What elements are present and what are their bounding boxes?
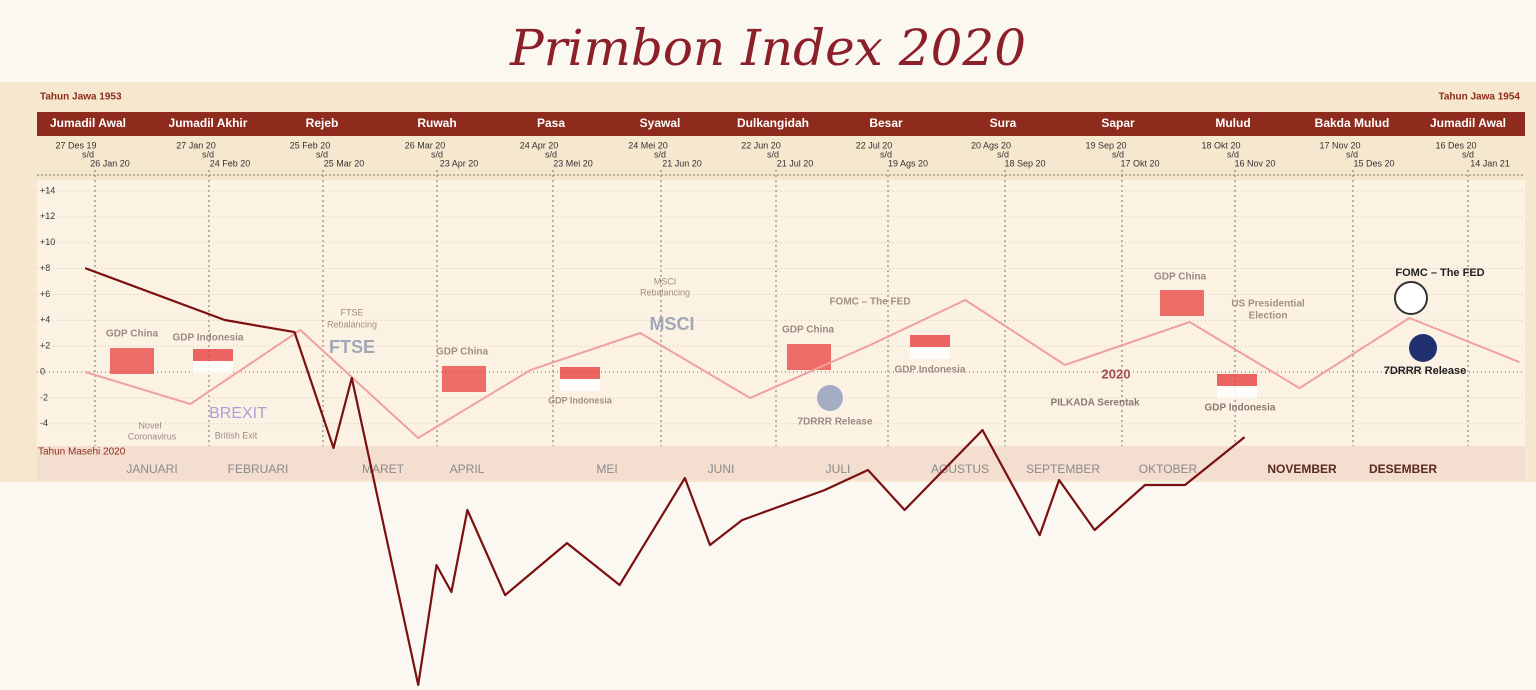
javanese-month: Sura (990, 116, 1017, 130)
date-end: 23 Mei 20 (553, 158, 593, 168)
year-label: Tahun Jawa 1953 (40, 92, 122, 103)
flag-china (442, 366, 486, 392)
flag-indonesia (193, 349, 233, 361)
date-end: 17 Okt 20 (1120, 158, 1159, 168)
javanese-month: Pasa (537, 116, 565, 130)
annotation: BREXIT (209, 405, 267, 422)
y-tick-label: -2 (40, 392, 48, 402)
x-tick-label: SEPTEMBER (1026, 462, 1100, 476)
y-tick-label: +6 (40, 289, 50, 299)
javanese-month: Bakda Mulud (1315, 116, 1390, 130)
date-end: 16 Nov 20 (1234, 158, 1275, 168)
javanese-month: Ruwah (417, 116, 456, 130)
flag-indonesia (910, 347, 950, 359)
flag-indonesia (910, 335, 950, 347)
annotation: GDP Indonesia (895, 365, 966, 376)
flag-china (1160, 290, 1204, 316)
annotation: GDP China (106, 329, 158, 340)
year-label: Tahun Masehi 2020 (38, 447, 126, 458)
x-tick-label: JANUARI (126, 462, 177, 476)
date-end: 26 Jan 20 (90, 158, 130, 168)
annotation: FOMC – The FED (1395, 267, 1484, 279)
x-tick-label: OKTOBER (1139, 462, 1198, 476)
x-tick-label: JULI (826, 462, 851, 476)
javanese-month: Jumadil Awal (1430, 116, 1506, 130)
annotation: Rebalancing (640, 287, 690, 297)
date-end: 14 Jan 21 (1470, 158, 1510, 168)
y-tick-label: 0 (40, 366, 45, 376)
annotation: Coronavirus (128, 431, 177, 441)
year-label: Tahun Jawa 1954 (1438, 92, 1520, 103)
annotation: British Exit (215, 430, 258, 440)
javanese-month: Besar (869, 116, 903, 130)
fed-seal (1395, 282, 1427, 314)
annotation: 7DRRR Release (797, 417, 872, 428)
javanese-month: Dulkangidah (737, 116, 809, 130)
date-end: 19 Ags 20 (888, 158, 928, 168)
flag-indonesia (1217, 386, 1257, 398)
bi-logo (817, 385, 843, 411)
annotation: FTSE (329, 337, 375, 357)
flag-indonesia (1217, 374, 1257, 386)
annotation: US Presidential (1231, 299, 1305, 310)
annotation: FTSE (340, 307, 363, 317)
flag-indonesia (560, 379, 600, 391)
y-tick-label: +2 (40, 341, 50, 351)
javanese-month: Jumadil Awal (50, 116, 126, 130)
annotation: GDP Indonesia (548, 395, 613, 405)
x-tick-label: JUNI (708, 462, 735, 476)
y-tick-label: +14 (40, 185, 55, 195)
javanese-month: Mulud (1215, 116, 1250, 130)
annotation: GDP Indonesia (173, 333, 244, 344)
annotation: GDP China (1154, 272, 1206, 283)
page: {"chart_data": { "type": "line", "title"… (0, 0, 1536, 690)
annotation: Rebalancing (327, 319, 377, 329)
javanese-month: Jumadil Akhir (169, 116, 248, 130)
annotation: GDP China (436, 347, 488, 358)
flag-indonesia (193, 361, 233, 373)
date-end: 21 Jul 20 (777, 158, 814, 168)
x-tick-label: MARET (362, 462, 405, 476)
date-end: 25 Mar 20 (324, 158, 365, 168)
date-end: 23 Apr 20 (440, 158, 479, 168)
x-tick-label: MEI (596, 462, 617, 476)
annotation: FOMC – The FED (829, 297, 910, 308)
annotation: GDP Indonesia (1205, 403, 1276, 414)
flag-indonesia (560, 367, 600, 379)
annotation: MSCI (650, 314, 695, 334)
date-end: 21 Jun 20 (662, 158, 702, 168)
bi-logo (1409, 334, 1437, 362)
annotation: 7DRRR Release (1384, 365, 1467, 377)
javanese-month: Rejeb (306, 116, 339, 130)
annotation: Novel (138, 420, 161, 430)
y-tick-label: -4 (40, 418, 48, 428)
flag-china (110, 348, 154, 374)
javanese-month: Sapar (1101, 116, 1135, 130)
x-tick-label: NOVEMBER (1267, 462, 1337, 476)
y-tick-label: +12 (40, 211, 55, 221)
annotation: GDP China (782, 325, 834, 336)
x-tick-label: APRIL (450, 462, 485, 476)
javanese-month: Syawal (640, 116, 681, 130)
annotation: PILKADA Serentak (1050, 398, 1140, 409)
date-end: 18 Sep 20 (1004, 158, 1045, 168)
annotation: 2020 (1102, 366, 1131, 381)
x-tick-label: DESEMBER (1369, 462, 1437, 476)
annotation: Election (1249, 311, 1288, 322)
x-tick-label: FEBRUARI (228, 462, 289, 476)
chart: Primbon Index 2020 Tahun Jawa 1953 Tahun… (0, 0, 1536, 690)
y-tick-label: +4 (40, 315, 50, 325)
date-end: 24 Feb 20 (210, 158, 251, 168)
y-tick-label: +8 (40, 263, 50, 273)
date-end: 15 Des 20 (1353, 158, 1394, 168)
chart-title: Primbon Index 2020 (509, 19, 1026, 77)
y-tick-label: +10 (40, 237, 55, 247)
annotation: MSCI (654, 276, 677, 286)
